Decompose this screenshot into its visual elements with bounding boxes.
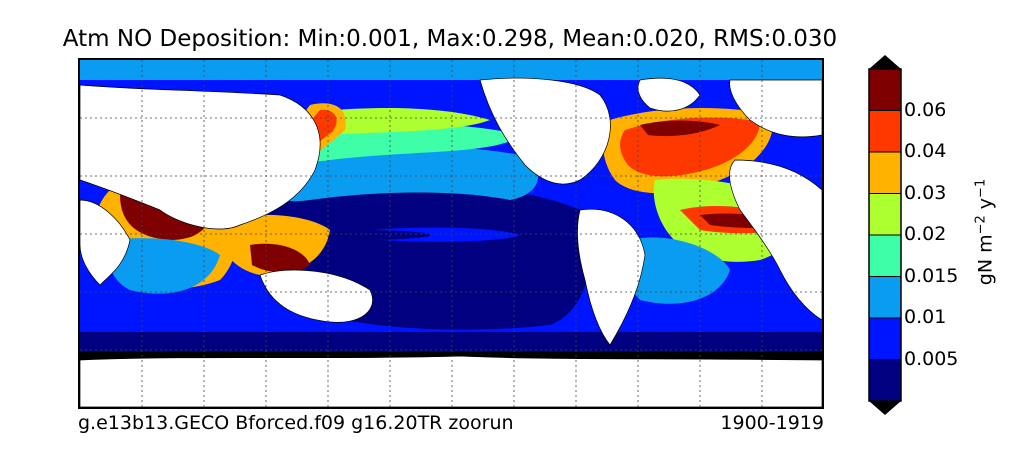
north-america-land — [479, 77, 611, 185]
colorbar-tick-label: 0.06 — [904, 98, 947, 121]
year-range: 1900-1919 — [720, 412, 824, 434]
europe-land — [729, 79, 822, 138]
colorbar-tick-label: 0.01 — [904, 306, 947, 328]
colorbar-tick-label: 0.04 — [904, 140, 947, 162]
colorbar-level — [869, 193, 901, 235]
southern-band-navy — [80, 332, 822, 354]
units-text-y: y — [974, 197, 997, 216]
australia-land — [259, 269, 373, 323]
colorbar-tick-label: 0.03 — [904, 181, 947, 204]
units-exponent-2: −1 — [973, 178, 989, 198]
units-text: gN m — [974, 234, 997, 286]
colorbar-level — [869, 69, 901, 111]
units-exponent-1: −2 — [973, 215, 989, 235]
colorbar-tick-label: 0.015 — [904, 264, 959, 287]
colorbar-frame — [868, 68, 902, 402]
indian-south-band — [108, 238, 220, 294]
colorbar-level — [869, 359, 901, 401]
map-field — [80, 60, 822, 407]
antarctica-land — [80, 355, 822, 407]
australia-north-max — [250, 243, 310, 273]
colorbar-tick-label: 0.02 — [904, 223, 947, 245]
africa-west-land — [729, 159, 822, 321]
plot-title: Atm NO Deposition: Min:0.001, Max:0.298,… — [62, 26, 838, 52]
map-gridlines — [80, 60, 822, 407]
eurasia-land — [80, 84, 321, 230]
colorbar-levels — [869, 69, 901, 401]
greenland-land — [637, 77, 701, 112]
colorbar-level — [869, 110, 901, 152]
colorbar-level — [869, 152, 901, 194]
colorbar-level — [869, 276, 901, 318]
atlantic-north-max — [640, 120, 720, 137]
colorbar-level — [869, 318, 901, 360]
arctic-fringe — [80, 60, 822, 80]
colorbar-under-arrow — [869, 401, 901, 415]
colorbar — [868, 55, 902, 415]
case-name: g.e13b13.GECO Bforced.f09 g16.20TR zooru… — [78, 412, 514, 434]
south-america-land — [577, 208, 646, 346]
colorbar-tick-label: 0.005 — [904, 347, 959, 370]
africa-east-land — [80, 199, 131, 286]
colorbar-over-arrow — [869, 55, 901, 69]
colorbar-units: gN m−2 y−1 — [973, 179, 996, 285]
atlantic-south-mid — [621, 237, 730, 304]
deposition-map — [78, 58, 824, 409]
colorbar-level — [869, 235, 901, 277]
